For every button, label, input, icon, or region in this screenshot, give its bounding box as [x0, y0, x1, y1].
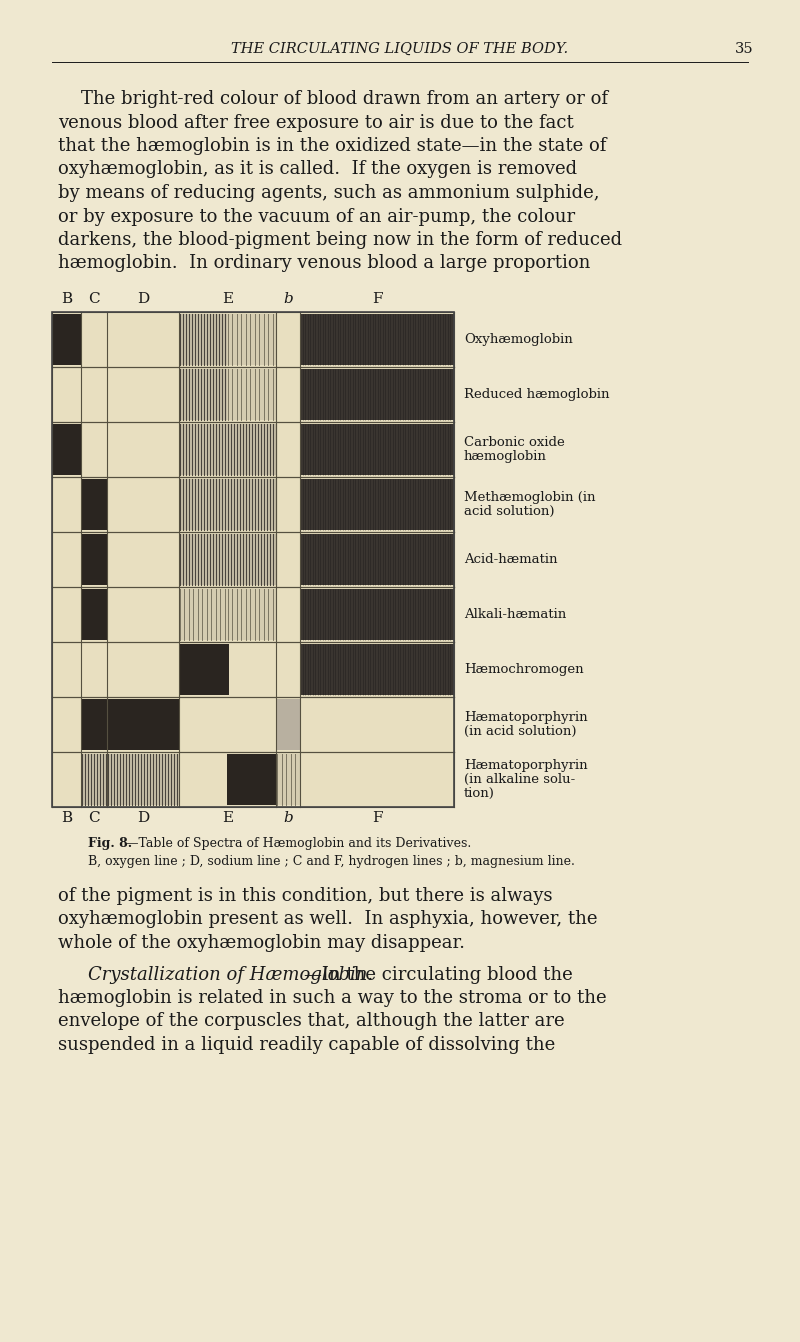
- Text: Acid-hæmatin: Acid-hæmatin: [464, 553, 558, 566]
- Text: tion): tion): [464, 786, 495, 800]
- Text: THE CIRCULATING LIQUIDS OF THE BODY.: THE CIRCULATING LIQUIDS OF THE BODY.: [231, 42, 569, 56]
- Text: Reduced hæmoglobin: Reduced hæmoglobin: [464, 388, 610, 401]
- Bar: [81, 699, 107, 750]
- Text: 35: 35: [735, 42, 754, 56]
- Text: E: E: [222, 293, 234, 306]
- Text: —Table of Spectra of Hæmoglobin and its Derivatives.: —Table of Spectra of Hæmoglobin and its …: [126, 837, 472, 849]
- Text: (in alkaline solu-: (in alkaline solu-: [464, 773, 575, 786]
- Text: or by exposure to the vacuum of an air-pump, the colour: or by exposure to the vacuum of an air-p…: [58, 208, 575, 225]
- Bar: [276, 699, 301, 750]
- Bar: [107, 699, 178, 750]
- Bar: [52, 476, 454, 531]
- Bar: [52, 752, 454, 807]
- Text: that the hæmoglobin is in the oxidized state—in the state of: that the hæmoglobin is in the oxidized s…: [58, 137, 606, 154]
- Bar: [178, 424, 227, 475]
- Text: hæmoglobin: hæmoglobin: [464, 450, 547, 463]
- Text: b: b: [283, 811, 294, 825]
- Bar: [227, 369, 276, 420]
- Text: of the pigment is in this condition, but there is always: of the pigment is in this condition, but…: [58, 887, 553, 905]
- Text: by means of reducing agents, such as ammonium sulphide,: by means of reducing agents, such as amm…: [58, 184, 599, 203]
- Bar: [107, 754, 178, 805]
- Text: Hæmochromogen: Hæmochromogen: [464, 663, 584, 676]
- Text: Alkali-hæmatin: Alkali-hæmatin: [464, 608, 566, 621]
- Text: E: E: [222, 811, 234, 825]
- Bar: [52, 311, 454, 807]
- Text: D: D: [137, 811, 150, 825]
- Text: (in acid solution): (in acid solution): [464, 725, 577, 738]
- Bar: [81, 534, 107, 585]
- Text: acid solution): acid solution): [464, 505, 554, 518]
- Bar: [52, 586, 454, 641]
- Text: darkens, the blood-pigment being now in the form of reduced: darkens, the blood-pigment being now in …: [58, 231, 622, 250]
- Text: F: F: [372, 811, 382, 825]
- Text: hæmoglobin.  In ordinary venous blood a large proportion: hæmoglobin. In ordinary venous blood a l…: [58, 255, 590, 272]
- Bar: [301, 534, 454, 585]
- Bar: [178, 644, 229, 695]
- Bar: [227, 589, 276, 640]
- Bar: [81, 479, 107, 530]
- Bar: [301, 424, 454, 475]
- Bar: [52, 366, 454, 421]
- Text: D: D: [137, 293, 150, 306]
- Bar: [178, 479, 227, 530]
- Bar: [276, 754, 301, 805]
- Text: B, oxygen line ; D, sodium line ; C and F, hydrogen lines ; b, magnesium line.: B, oxygen line ; D, sodium line ; C and …: [88, 855, 575, 868]
- Bar: [178, 589, 227, 640]
- Bar: [178, 369, 227, 420]
- Bar: [301, 589, 454, 640]
- Text: Oxyhæmoglobin: Oxyhæmoglobin: [464, 333, 573, 346]
- Bar: [227, 424, 276, 475]
- Bar: [52, 696, 454, 752]
- Text: oxyhæmoglobin present as well.  In asphyxia, however, the: oxyhæmoglobin present as well. In asphyx…: [58, 910, 598, 929]
- Bar: [52, 421, 454, 476]
- Text: Carbonic oxide: Carbonic oxide: [464, 436, 565, 450]
- Bar: [301, 479, 454, 530]
- Text: B: B: [61, 293, 72, 306]
- Bar: [227, 479, 276, 530]
- Text: Hæmatoporphyrin: Hæmatoporphyrin: [464, 760, 588, 772]
- Text: C: C: [88, 293, 100, 306]
- Bar: [52, 531, 454, 586]
- Bar: [178, 314, 227, 365]
- Text: F: F: [372, 293, 382, 306]
- Bar: [52, 314, 81, 365]
- Bar: [52, 424, 81, 475]
- Bar: [227, 754, 276, 805]
- Bar: [52, 311, 454, 366]
- Text: Methæmoglobin (in: Methæmoglobin (in: [464, 491, 595, 505]
- Text: B: B: [61, 811, 72, 825]
- Bar: [301, 644, 454, 695]
- Text: b: b: [283, 293, 294, 306]
- Text: The bright-red colour of blood drawn from an artery or of: The bright-red colour of blood drawn fro…: [58, 90, 608, 107]
- Text: Hæmatoporphyrin: Hæmatoporphyrin: [464, 711, 588, 723]
- Bar: [52, 641, 454, 696]
- Text: Crystallization of Hæmoglobin.: Crystallization of Hæmoglobin.: [88, 965, 373, 984]
- Bar: [227, 314, 276, 365]
- Bar: [301, 314, 454, 365]
- Bar: [301, 369, 454, 420]
- Bar: [81, 754, 107, 805]
- Bar: [81, 589, 107, 640]
- Text: venous blood after free exposure to air is due to the fact: venous blood after free exposure to air …: [58, 114, 574, 132]
- Text: whole of the oxyhæmoglobin may disappear.: whole of the oxyhæmoglobin may disappear…: [58, 934, 465, 951]
- Text: Fig. 8.: Fig. 8.: [88, 837, 132, 849]
- Text: suspended in a liquid readily capable of dissolving the: suspended in a liquid readily capable of…: [58, 1036, 555, 1053]
- Text: hæmoglobin is related in such a way to the stroma or to the: hæmoglobin is related in such a way to t…: [58, 989, 606, 1006]
- Bar: [227, 534, 276, 585]
- Text: oxyhæmoglobin, as it is called.  If the oxygen is removed: oxyhæmoglobin, as it is called. If the o…: [58, 161, 577, 178]
- Bar: [178, 534, 227, 585]
- Text: envelope of the corpuscles that, although the latter are: envelope of the corpuscles that, althoug…: [58, 1012, 565, 1031]
- Text: C: C: [88, 811, 100, 825]
- Text: —In the circulating blood the: —In the circulating blood the: [304, 965, 573, 984]
